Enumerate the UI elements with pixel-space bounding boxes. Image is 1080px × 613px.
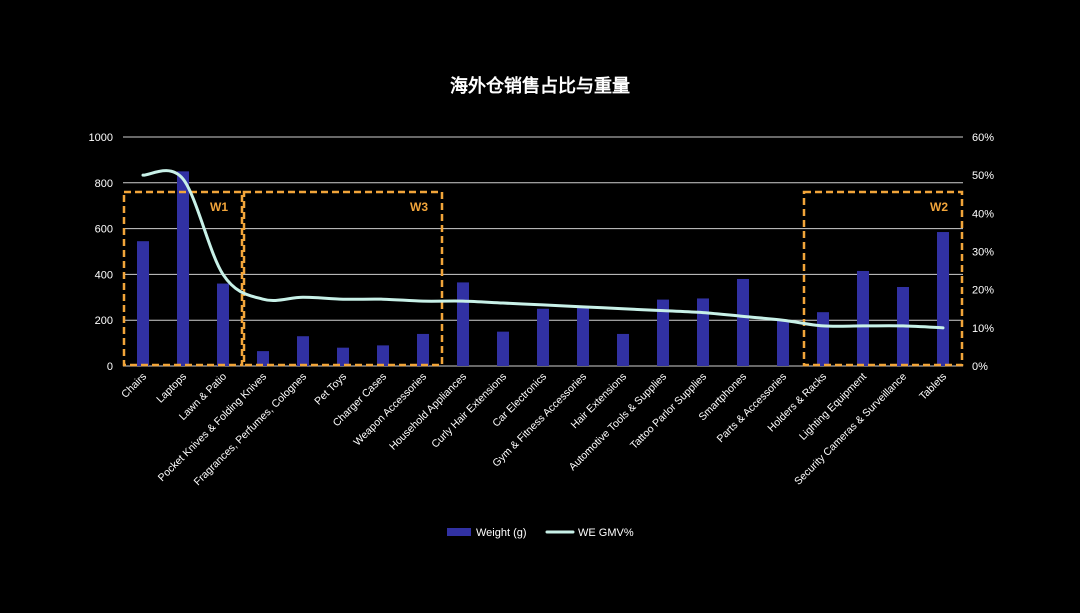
y-tick-label: 600	[95, 224, 113, 236]
bar-weight	[937, 232, 949, 366]
chart-title: 海外仓销售占比与重量	[450, 75, 630, 97]
y2-tick-label: 30%	[972, 247, 994, 259]
x-tick-label: Tattoo Parlor Supplies	[628, 371, 709, 452]
x-tick-label: Parts & Accessories	[715, 371, 790, 446]
bar-weight	[777, 320, 789, 366]
annotations: W1 W3 W2	[122, 190, 964, 367]
bar-series-weight	[137, 171, 949, 366]
x-tick-label: Laptops	[154, 371, 189, 406]
bar-weight	[417, 333, 429, 366]
bar-weight	[857, 270, 869, 366]
y2-tick-label: 40%	[972, 208, 994, 220]
y-axis-right: 0% 10% 20% 30% 40% 50% 60%	[972, 132, 994, 373]
legend-label-weight: Weight (g)	[476, 527, 527, 539]
plot-area: 0 200 400 600 800 1000 0% 10% 20% 30% 40% 50% 60% Cha…	[89, 132, 995, 488]
x-tick-label: Pet Toys	[312, 371, 349, 408]
y2-tick-label: 50%	[972, 170, 994, 182]
legend-swatch-weight	[447, 528, 471, 536]
legend-label-gmv: WE GMV%	[578, 527, 634, 539]
x-tick-label: Household Appliances	[387, 371, 469, 453]
y2-tick-label: 20%	[972, 285, 994, 297]
bar-weight	[337, 347, 349, 366]
annotation-label: W1	[210, 200, 228, 214]
annotation-box	[802, 190, 964, 367]
bar-weight	[537, 308, 549, 366]
bar-weight	[257, 351, 269, 366]
bar-weight	[817, 312, 829, 366]
bar-weight	[217, 283, 229, 366]
annotation-box	[122, 190, 244, 367]
annotation-label: W2	[930, 200, 948, 214]
bar-weight	[457, 282, 469, 366]
y-tick-label: 0	[107, 361, 113, 373]
y-tick-label: 800	[95, 178, 113, 190]
y-tick-label: 200	[95, 315, 113, 327]
annotation-box	[242, 190, 444, 367]
x-tick-label: Lighting Equipment	[797, 371, 869, 443]
x-tick-label: Chairs	[119, 371, 149, 401]
y-tick-label: 400	[95, 269, 113, 281]
bar-weight	[297, 336, 309, 366]
bar-weight	[657, 299, 669, 366]
line-series-gmv	[141, 169, 945, 330]
bar-weight	[177, 171, 189, 366]
y2-tick-label: 10%	[972, 323, 994, 335]
bar-weight	[617, 333, 629, 366]
bar-weight	[377, 345, 389, 366]
bar-weight	[697, 298, 709, 366]
bar-weight	[137, 241, 149, 366]
x-tick-label: Weapon Accessories	[351, 371, 429, 449]
y-axis-left: 0 200 400 600 800 1000	[89, 132, 113, 373]
y2-tick-label: 60%	[972, 132, 994, 144]
bar-weight	[577, 307, 589, 366]
bar-weight	[497, 331, 509, 366]
y2-tick-label: 0%	[972, 361, 988, 373]
annotation-label: W3	[410, 200, 428, 214]
x-tick-label: Curly Hair Extensions	[429, 371, 509, 451]
y-tick-label: 1000	[89, 132, 113, 144]
bar-weight	[737, 278, 749, 366]
legend: Weight (g) WE GMV%	[447, 527, 634, 539]
x-tick-label: Tablets	[917, 371, 949, 403]
